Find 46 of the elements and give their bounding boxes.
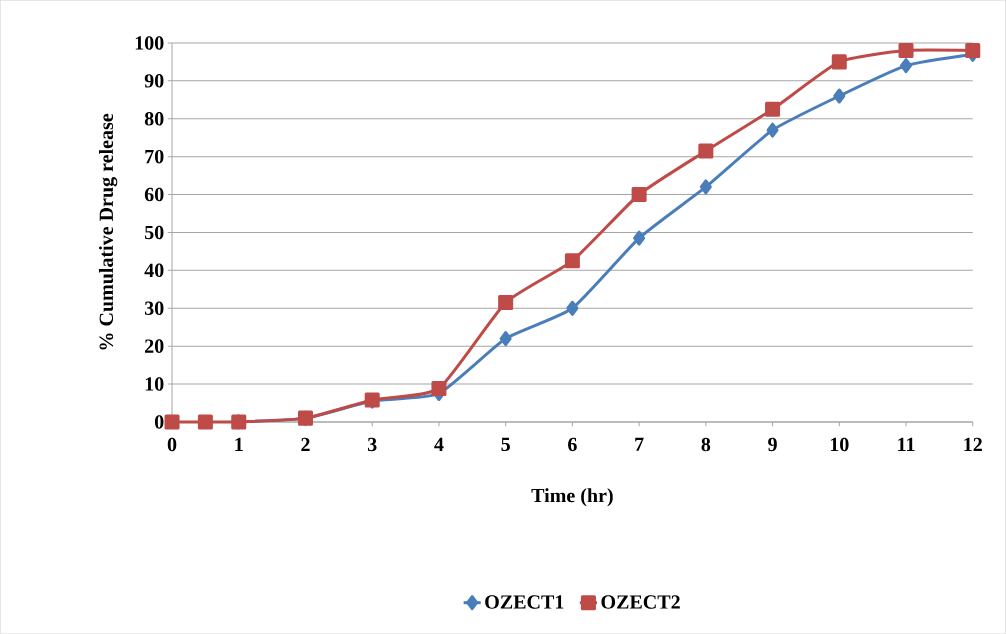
x-tick-label: 3	[367, 437, 377, 452]
x-tick-label: 10	[830, 437, 849, 452]
point	[566, 300, 579, 316]
x-tick-label: 6	[568, 437, 577, 452]
point	[898, 42, 914, 58]
point	[833, 88, 846, 104]
point	[965, 42, 981, 58]
point	[564, 253, 580, 269]
x-tick-label: 7	[635, 437, 644, 451]
point	[766, 122, 779, 138]
point	[431, 381, 447, 397]
y-tick-label: 60	[144, 187, 164, 202]
point	[900, 58, 913, 74]
point	[197, 414, 213, 430]
x-tick-label: 4	[434, 437, 444, 451]
y-tick-label: 70	[145, 149, 164, 164]
y-tick-label: 30	[144, 301, 164, 315]
x-tick-label: 1	[235, 437, 243, 451]
legend-label: OZECT2	[601, 595, 680, 609]
x-tick-label: 0	[167, 437, 177, 452]
point	[699, 179, 712, 195]
x-tick-label: 12	[964, 437, 982, 451]
point	[698, 143, 714, 159]
x-tick-label: 2	[301, 437, 310, 451]
point	[831, 54, 847, 70]
y-tick-label: 0	[154, 415, 164, 429]
point	[499, 330, 512, 346]
y-tick-label: 50	[144, 225, 164, 240]
y-tick-label: 20	[145, 339, 164, 353]
x-tick-label: 8	[701, 437, 711, 452]
legend-label: OZECT1	[485, 595, 564, 609]
x-axis-title: Time (hr)	[531, 488, 613, 507]
y-axis-title: % Cumulative Drug release	[98, 113, 118, 350]
point	[765, 101, 781, 117]
x-tick-label: 5	[501, 437, 510, 451]
y-tick-label: 10	[145, 377, 164, 391]
x-tick-label: 9	[768, 437, 777, 452]
point	[498, 294, 514, 310]
point	[633, 230, 646, 246]
y-tick-label: 40	[144, 263, 164, 278]
y-tick-label: 80	[144, 111, 164, 126]
y-tick-label: 100	[135, 36, 164, 50]
point	[631, 186, 647, 202]
y-tick-label: 90	[144, 74, 164, 88]
x-tick-label: 11	[898, 437, 915, 451]
point	[164, 414, 180, 430]
